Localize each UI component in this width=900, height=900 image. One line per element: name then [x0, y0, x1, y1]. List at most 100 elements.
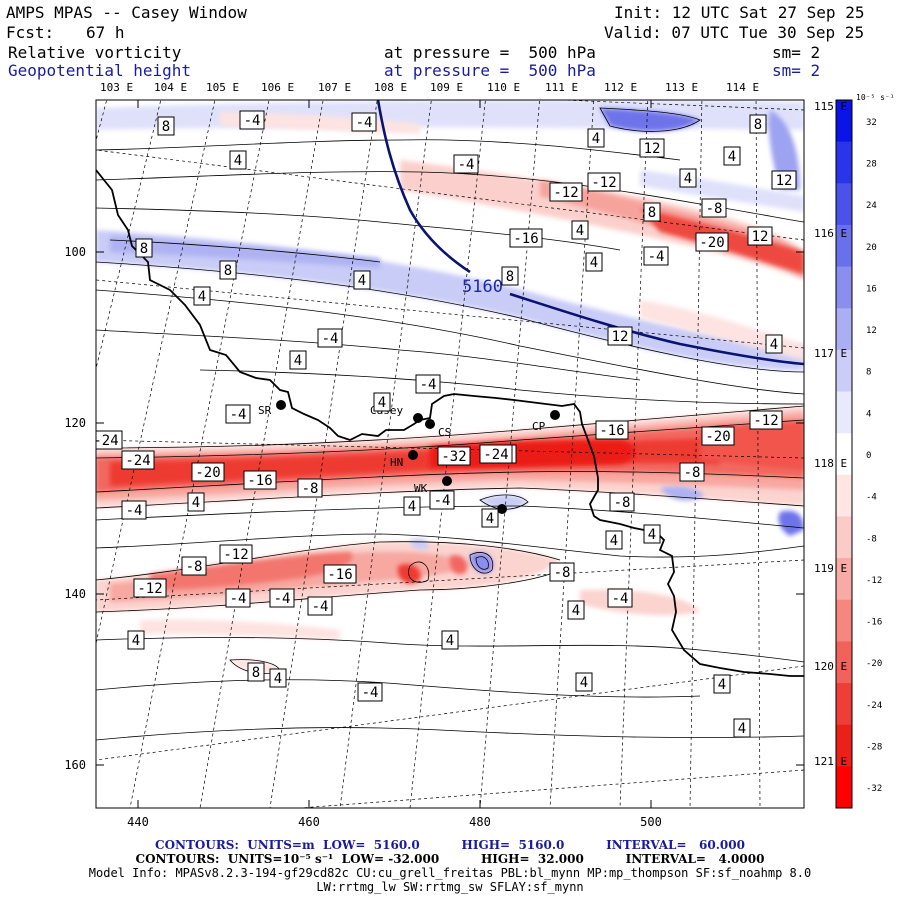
colorbar: 32 28 24 20 16 12 8 4 0 -4 -8 -12 -16 -20 -24 -28 -32: [835, 99, 882, 809]
contour-label-text: 12: [776, 173, 793, 189]
vorticity-field: 5160 SR Casey CS CP HN WK SA 8-4-4412484…: [93, 100, 804, 808]
contour-label-text: 4: [718, 677, 726, 693]
contour-label-text: -32: [441, 449, 466, 465]
contour-label-box: 8: [749, 114, 767, 134]
lon-label: 118 E: [814, 457, 847, 470]
colorbar-swatch: [836, 224, 852, 268]
station-label-sr: SR: [258, 404, 272, 417]
lon-label: 105 E: [206, 81, 239, 94]
lon-label: 104 E: [154, 81, 187, 94]
contour-label-text: 12: [612, 329, 629, 345]
colorbar-swatch: [836, 766, 852, 809]
contour-label-box: -4: [357, 682, 383, 702]
contour-label-text: -12: [591, 175, 616, 191]
contour-label-text: -12: [137, 581, 162, 597]
contour-label-box: 4: [373, 392, 391, 412]
footer-height-contours: CONTOURS: UNITS=m LOW= 5160.0 HIGH= 5160…: [155, 838, 745, 852]
contour-label-text: 4: [234, 153, 242, 169]
contour-label-box: 4: [441, 630, 459, 650]
contour-label-box: 4: [567, 600, 585, 620]
footer-radiation-info: LW:rrtmg_lw SW:rrtmg_sw SFLAY:sf_mynn: [316, 880, 584, 894]
contour-label-text: 4: [590, 255, 598, 271]
contour-label-box: -4: [607, 588, 633, 608]
contour-label-box: -16: [595, 420, 629, 440]
contour-label-text: 4: [358, 273, 366, 289]
contour-label-box: 8: [157, 116, 175, 136]
contour-label-text: -4: [126, 503, 143, 519]
x-tick-label: 440: [127, 815, 149, 829]
colorbar-level-label: -20: [866, 659, 882, 669]
y-tick-label: 100: [64, 245, 86, 259]
contour-label-text: 8: [648, 205, 656, 221]
forecast-hour: 67 h: [86, 23, 125, 42]
contour-label-text: -16: [247, 473, 272, 489]
contour-label-box: -8: [297, 478, 323, 498]
contour-label-text: -8: [614, 495, 631, 511]
colorbar-swatch: [836, 391, 852, 434]
contour-label-text: 4: [728, 149, 736, 165]
contour-label-text: 4: [576, 223, 584, 239]
x-tick-label: 480: [469, 815, 491, 829]
contour-label-box: 4: [481, 508, 499, 528]
axis-ticks: [96, 100, 804, 808]
contour-label-box: -4: [269, 588, 295, 608]
contour-label-text: 4: [378, 395, 386, 411]
contour-label-text: 12: [752, 229, 769, 245]
contour-label-text: -16: [599, 423, 624, 439]
contour-label-box: -4: [225, 588, 251, 608]
contour-label-text: 8: [140, 241, 148, 257]
contour-label-box: -4: [317, 328, 343, 348]
x-tick-label: 500: [640, 815, 662, 829]
x-axis-labels: 440 460 480 500: [127, 815, 662, 829]
colorbar-level-label: -28: [866, 743, 882, 753]
contour-label-box: -4: [351, 112, 377, 132]
colorbar-swatch: [836, 724, 852, 767]
contour-label-text: 4: [132, 633, 140, 649]
contour-label-text: 4: [684, 171, 692, 187]
contour-label-box: -12: [219, 544, 253, 564]
lon-label: 120 E: [814, 660, 847, 673]
contour-label-text: -4: [244, 113, 261, 129]
contour-label-text: 8: [224, 263, 232, 279]
colorbar-level-label: -12: [866, 576, 882, 586]
contour-label-text: -24: [93, 433, 118, 449]
contour-label-box: -12: [749, 410, 783, 430]
lon-label: 103 E: [100, 81, 133, 94]
longitude-labels-right: 115 E 116 E 117 E 118 E 119 E 120 E 121 …: [814, 100, 847, 768]
field2-level: at pressure = 500 hPa: [384, 61, 596, 80]
colorbar-swatch: [836, 474, 852, 517]
contour-label-text: 4: [580, 675, 588, 691]
lon-label: 106 E: [261, 81, 294, 94]
lon-label: 110 E: [487, 81, 520, 94]
contour-label-text: -4: [230, 591, 247, 607]
contour-label-box: -24: [121, 450, 155, 470]
contour-label-box: -20: [191, 462, 225, 482]
colorbar-swatch: [836, 100, 852, 143]
field2-smoothing: sm= 2: [772, 61, 821, 80]
footer-vorticity-contours: CONTOURS: UNITS=10⁻⁵ s⁻¹ LOW= -32.000 HI…: [135, 852, 765, 866]
field1-name: Relative vorticity: [8, 43, 182, 62]
contour-label-text: 4: [192, 495, 200, 511]
contour-label-box: -4: [429, 490, 455, 510]
colorbar-swatch: [836, 349, 852, 393]
lon-label: 114 E: [726, 81, 759, 94]
field1-smoothing: sm= 2: [772, 43, 821, 62]
contour-label-box: -24: [479, 444, 513, 464]
model-title: AMPS MPAS -- Casey Window: [6, 3, 247, 22]
colorbar-level-label: -4: [866, 493, 877, 503]
contour-label-box: -4: [415, 374, 441, 394]
contour-label-text: -8: [706, 201, 723, 217]
contour-label-text: -4: [612, 591, 629, 607]
colorbar-level-label: -24: [866, 701, 882, 711]
contour-label-box: -8: [679, 462, 705, 482]
contour-label-box: -4: [239, 110, 265, 130]
colorbar-level-label: -8: [866, 534, 877, 544]
contour-label-text: -12: [753, 413, 778, 429]
forecast-label: Fcst:: [6, 23, 55, 42]
contour-label-box: -8: [549, 562, 575, 582]
colorbar-swatch: [836, 266, 852, 309]
contour-label-text: 8: [506, 269, 514, 285]
contour-label-text: -12: [553, 185, 578, 201]
contour-label-text: -4: [312, 599, 329, 615]
contour-label-text: 4: [572, 603, 580, 619]
